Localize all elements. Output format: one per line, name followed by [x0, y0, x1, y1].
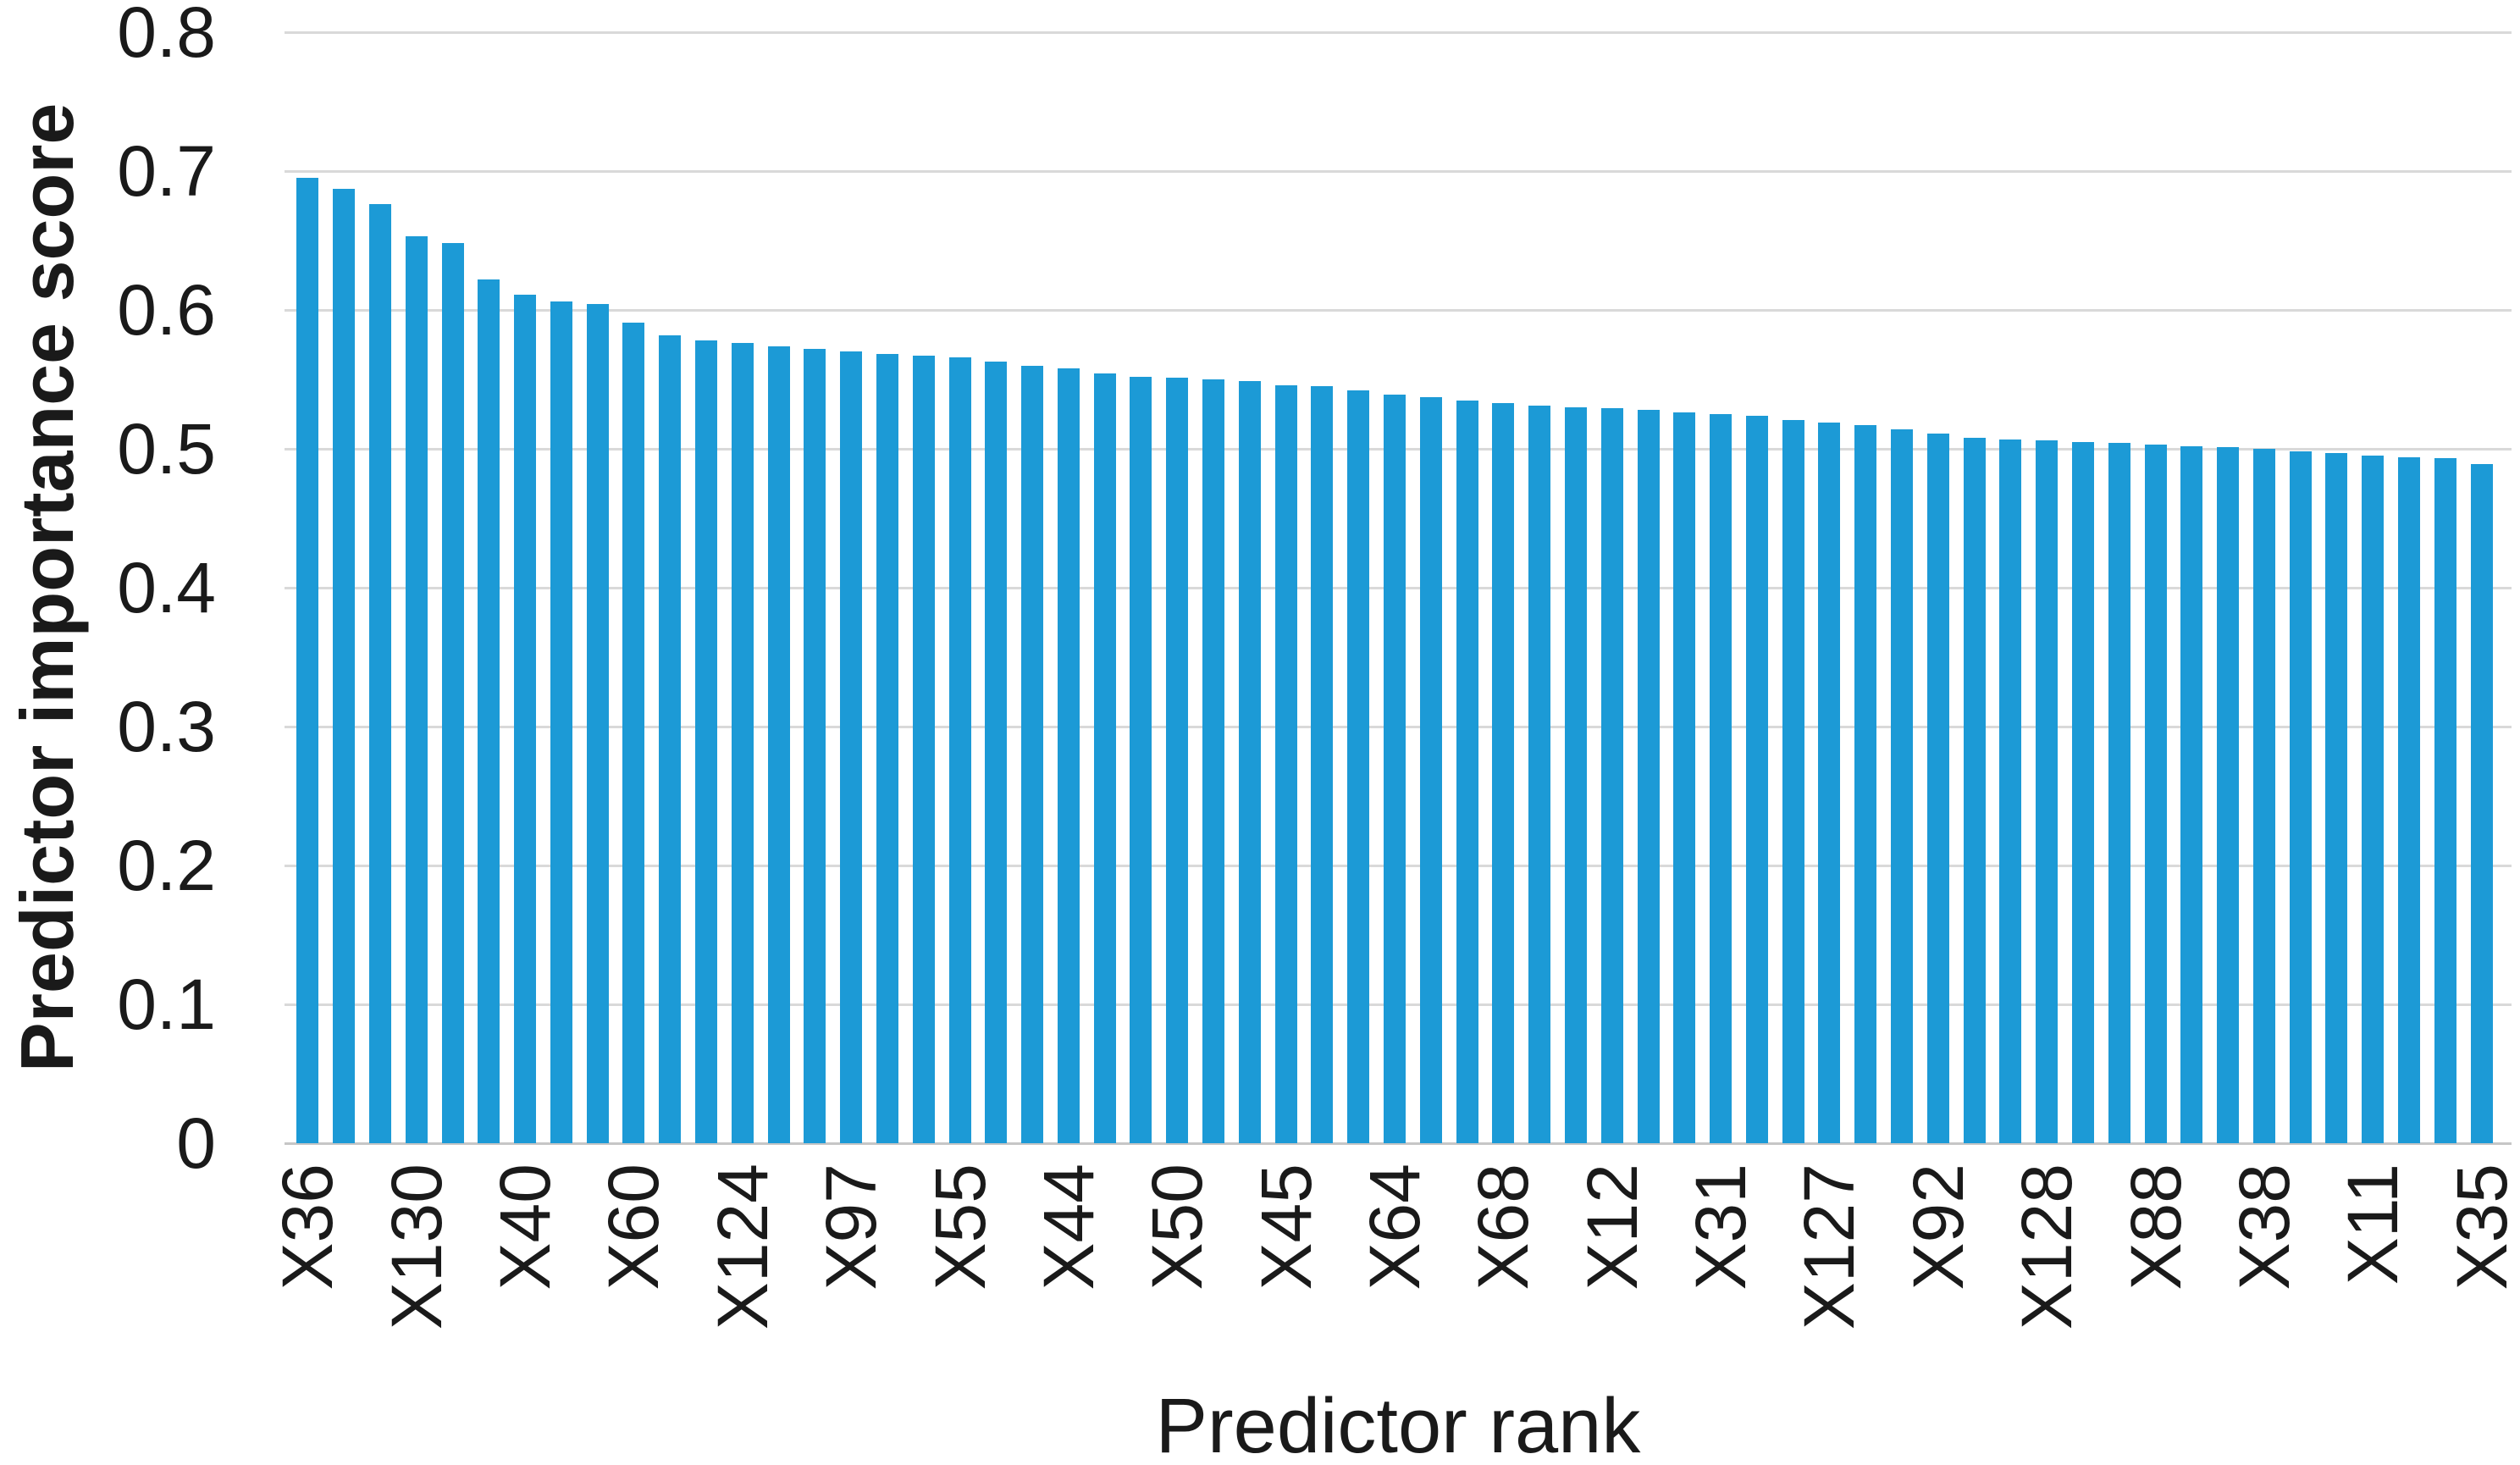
y-tick-label: 0.5 — [117, 409, 216, 489]
x-tick-label: X40 — [485, 1164, 565, 1291]
bar — [406, 236, 428, 1143]
y-tick-label: 0.3 — [117, 687, 216, 766]
x-tick-label: X36 — [268, 1164, 347, 1291]
bar — [2072, 442, 2094, 1143]
x-tick-label: X92 — [1898, 1164, 1978, 1291]
bar — [1275, 385, 1297, 1143]
bar — [1311, 386, 1333, 1143]
x-tick-label: X127 — [1789, 1164, 1869, 1330]
bar — [1094, 373, 1116, 1143]
bar — [659, 335, 681, 1143]
bar — [514, 295, 536, 1143]
x-tick-label: X64 — [1355, 1164, 1434, 1291]
y-tick-label: 0.7 — [117, 131, 216, 211]
bar — [550, 301, 572, 1143]
bar — [1166, 378, 1188, 1143]
bar — [1456, 401, 1478, 1143]
bar — [1999, 440, 2021, 1143]
bar — [985, 362, 1007, 1143]
bar — [1782, 420, 1804, 1143]
bar — [2108, 443, 2130, 1143]
x-tick-label: X12 — [1572, 1164, 1652, 1291]
y-tick-label: 0.6 — [117, 270, 216, 350]
bar — [1601, 408, 1623, 1143]
x-tick-label: X38 — [2224, 1164, 2304, 1291]
x-tick-label: X68 — [1463, 1164, 1543, 1291]
bar — [622, 323, 644, 1143]
bar — [2290, 451, 2312, 1143]
x-tick-label: X60 — [594, 1164, 673, 1291]
bar — [695, 340, 717, 1143]
bar — [587, 304, 609, 1143]
bar — [840, 351, 862, 1143]
x-tick-label: X45 — [1246, 1164, 1326, 1291]
bar — [2362, 456, 2384, 1143]
bar — [333, 189, 355, 1143]
x-tick-label: X55 — [920, 1164, 1000, 1291]
y-tick-label: 0.4 — [117, 548, 216, 627]
bar — [478, 279, 500, 1143]
bar — [1528, 406, 1550, 1143]
bar — [768, 346, 790, 1143]
bar — [1021, 366, 1043, 1143]
x-tick-label: X44 — [1029, 1164, 1108, 1291]
bar — [1710, 414, 1732, 1143]
bar — [1854, 425, 1876, 1143]
bar — [1964, 438, 1986, 1143]
gridline — [285, 170, 2512, 173]
bar — [2036, 440, 2058, 1143]
bar — [1673, 412, 1695, 1143]
bar — [2434, 458, 2456, 1143]
bar — [2253, 449, 2275, 1143]
bar — [2217, 447, 2239, 1143]
x-tick-label: X97 — [811, 1164, 891, 1291]
x-axis-baseline — [285, 1142, 2512, 1145]
gridline — [285, 31, 2512, 34]
x-tick-label: X88 — [2116, 1164, 2196, 1291]
bar — [876, 354, 898, 1143]
y-axis-title: Predictor importance score — [5, 102, 89, 1073]
bar — [1818, 423, 1840, 1143]
bar — [1202, 379, 1224, 1143]
bar — [1638, 410, 1660, 1143]
bar — [1420, 397, 1442, 1143]
x-tick-label: X11 — [2333, 1164, 2412, 1285]
bar — [1239, 381, 1261, 1143]
x-tick-label: X130 — [377, 1164, 456, 1330]
bar — [1891, 429, 1913, 1143]
bar — [296, 178, 318, 1143]
bar — [804, 349, 826, 1143]
bar — [1347, 390, 1369, 1143]
bar — [949, 357, 971, 1143]
y-tick-label: 0.8 — [117, 0, 216, 72]
y-tick-label: 0 — [176, 1103, 216, 1183]
bar — [1384, 395, 1406, 1143]
bar — [2145, 445, 2167, 1143]
bar — [1492, 403, 1514, 1143]
x-tick-label: X35 — [2442, 1164, 2520, 1291]
bar — [2180, 446, 2202, 1143]
gridline — [285, 309, 2512, 312]
bar — [913, 356, 935, 1143]
x-tick-label: X124 — [703, 1164, 782, 1330]
bar — [1565, 407, 1587, 1143]
bar — [2325, 453, 2347, 1143]
x-tick-label: X128 — [2007, 1164, 2086, 1330]
bar — [2471, 464, 2493, 1143]
y-tick-label: 0.2 — [117, 826, 216, 905]
bar — [1927, 434, 1949, 1143]
bar — [1746, 416, 1768, 1143]
bar — [442, 243, 464, 1143]
y-tick-label: 0.1 — [117, 965, 216, 1044]
bar — [369, 204, 391, 1143]
x-axis-title: Predictor rank — [1155, 1383, 1641, 1465]
bar — [1130, 377, 1152, 1143]
x-tick-label: X31 — [1681, 1164, 1760, 1291]
x-tick-label: X50 — [1137, 1164, 1217, 1291]
bar — [1058, 368, 1080, 1143]
bar — [2398, 457, 2420, 1143]
bar — [732, 343, 754, 1143]
